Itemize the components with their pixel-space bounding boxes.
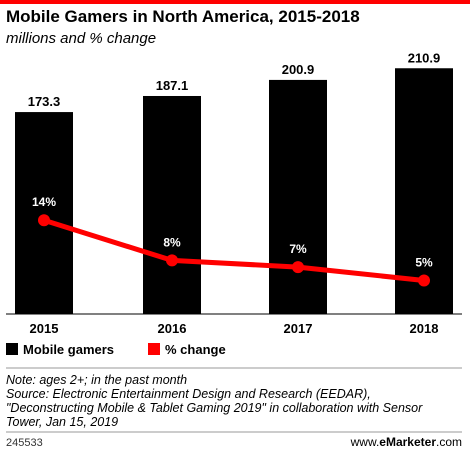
brand-name: eMarketer <box>379 435 436 449</box>
x-tick-label-2016: 2016 <box>158 321 187 336</box>
bar-2015 <box>15 112 73 314</box>
pct-change-point-2015 <box>38 214 50 227</box>
bar-value-label-2015: 173.3 <box>28 94 61 109</box>
bar-value-label-2017: 200.9 <box>282 62 315 77</box>
chart-title: Mobile Gamers in North America, 2015-201… <box>6 7 360 26</box>
pct-change-label-2017: 7% <box>289 242 307 256</box>
pct-change-label-2016: 8% <box>163 235 181 249</box>
chart-id: 245533 <box>6 437 43 449</box>
pct-change-point-2018 <box>418 274 430 287</box>
chart-subtitle: millions and % change <box>6 30 156 47</box>
pct-change-label-2015: 14% <box>32 195 56 209</box>
bar-value-labels: 173.3 187.1 200.9 210.9 <box>28 50 441 109</box>
pct-change-label-2018: 5% <box>415 256 433 270</box>
x-tick-label-2017: 2017 <box>284 321 313 336</box>
source-line-1: Source: Electronic Entertainment Design … <box>6 387 371 401</box>
bar-value-label-2016: 187.1 <box>156 78 189 93</box>
brand-prefix: www. <box>350 435 380 449</box>
legend-swatch-pct-change <box>148 343 160 355</box>
pct-change-point-2016 <box>166 254 178 267</box>
bar-value-label-2018: 210.9 <box>408 50 441 65</box>
bar-2016 <box>143 95 201 314</box>
top-accent-rule <box>0 0 470 4</box>
note-line-1: Note: ages 2+; in the past month <box>6 373 187 387</box>
bar-2017 <box>269 79 327 314</box>
pct-change-labels: 14% 8% 7% 5% <box>32 195 433 269</box>
brand-suffix: .com <box>436 435 462 449</box>
bar-series <box>15 68 453 315</box>
x-axis-tick-labels: 2015 2016 2017 2018 <box>30 321 439 336</box>
x-tick-label-2015: 2015 <box>30 321 59 336</box>
source-line-3: Tower, Jan 15, 2019 <box>6 415 118 429</box>
pct-change-series <box>38 214 430 287</box>
pct-change-point-2017 <box>292 261 304 274</box>
source-line-2: "Deconstructing Mobile & Tablet Gaming 2… <box>6 401 423 415</box>
legend-label-pct-change: % change <box>165 342 226 357</box>
x-tick-label-2018: 2018 <box>410 321 439 336</box>
legend-swatch-mobile-gamers <box>6 343 18 355</box>
legend-label-mobile-gamers: Mobile gamers <box>23 342 114 357</box>
emarketer-logo: www.eMarketer.com <box>350 435 462 449</box>
bar-2018 <box>395 68 453 315</box>
legend: Mobile gamers % change <box>6 342 226 357</box>
pct-change-line <box>41 217 427 283</box>
